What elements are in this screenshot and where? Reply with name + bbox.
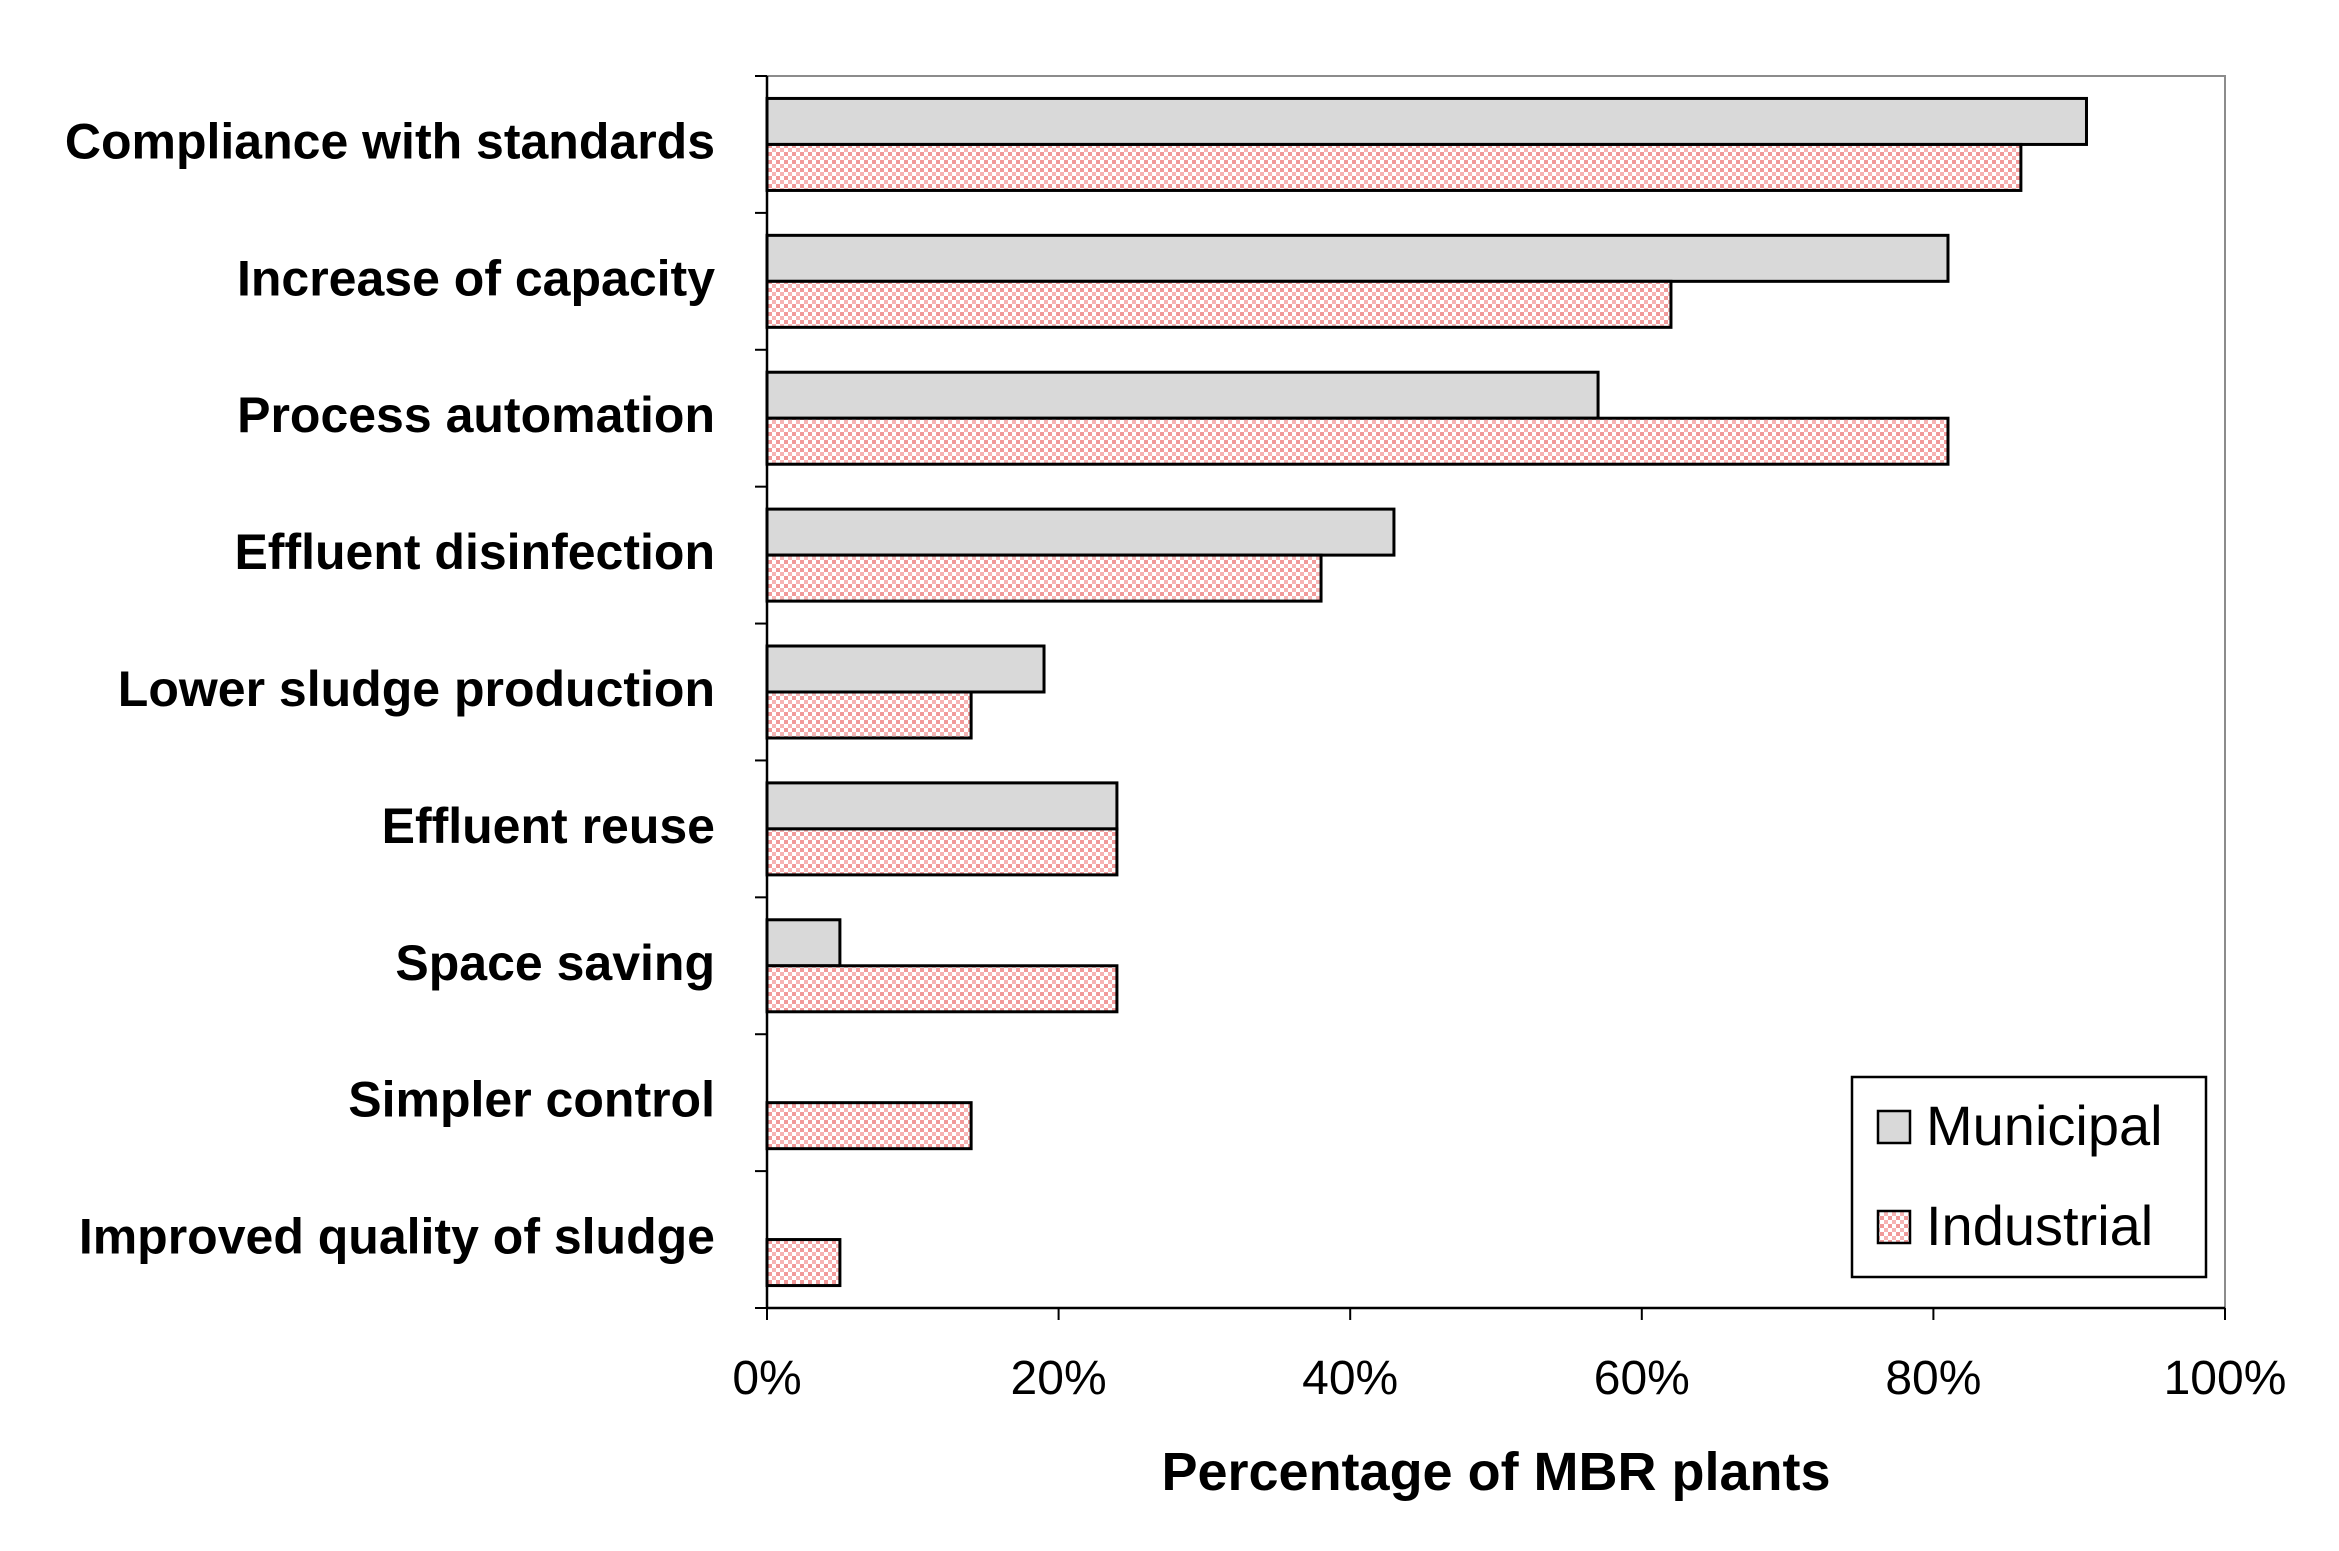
legend-label-industrial: Industrial <box>1926 1194 2153 1257</box>
bar-industrial-6 <box>765 964 1119 1014</box>
category-label: Improved quality of sludge <box>79 1209 715 1265</box>
x-tick-label: 20% <box>1011 1352 1107 1405</box>
bar-municipal-3 <box>765 507 1396 557</box>
category-label: Compliance with standards <box>65 113 715 169</box>
bar-industrial-3 <box>765 553 1323 603</box>
x-axis-title: Percentage of MBR plants <box>1161 1442 1830 1502</box>
x-axis: 0% 20% 40% 60% 80% 100% Percentage of MBR plan… <box>732 1308 2286 1502</box>
bar-industrial-0 <box>765 142 2023 192</box>
category-label: Increase of capacity <box>237 250 715 306</box>
bar-municipal-1 <box>765 233 1950 283</box>
category-label: Simpler control <box>348 1072 715 1128</box>
bar-industrial-8 <box>765 1238 842 1288</box>
category-label: Space saving <box>395 935 715 991</box>
bar-municipal-6 <box>765 918 842 968</box>
x-tick-label: 60% <box>1594 1352 1690 1405</box>
legend-swatch-municipal <box>1876 1109 1912 1145</box>
x-tick-label: 80% <box>1885 1352 1981 1405</box>
x-tick-label: 40% <box>1302 1352 1398 1405</box>
category-label: Effluent reuse <box>382 798 715 854</box>
legend: Municipal Industrial <box>1850 1075 2208 1279</box>
category-label: Effluent disinfection <box>234 524 715 580</box>
legend-swatch-industrial <box>1876 1209 1912 1245</box>
category-label: Process automation <box>237 387 715 443</box>
bars <box>765 96 2088 1288</box>
bar-industrial-1 <box>765 279 1673 329</box>
bar-industrial-5 <box>765 827 1119 877</box>
bar-municipal-2 <box>765 370 1600 420</box>
x-tick-label: 100% <box>2164 1352 2287 1405</box>
y-axis: Compliance with standards Increase of cap… <box>65 75 767 1309</box>
legend-label-municipal: Municipal <box>1926 1094 2163 1157</box>
bar-municipal-0 <box>765 96 2088 146</box>
bar-industrial-2 <box>765 416 1950 466</box>
bar-industrial-7 <box>765 1101 973 1151</box>
category-label: Lower sludge production <box>118 661 715 717</box>
x-tick-label: 0% <box>732 1352 801 1405</box>
bar-municipal-4 <box>765 644 1046 694</box>
bar-municipal-5 <box>765 781 1119 831</box>
bar-industrial-4 <box>765 690 973 740</box>
